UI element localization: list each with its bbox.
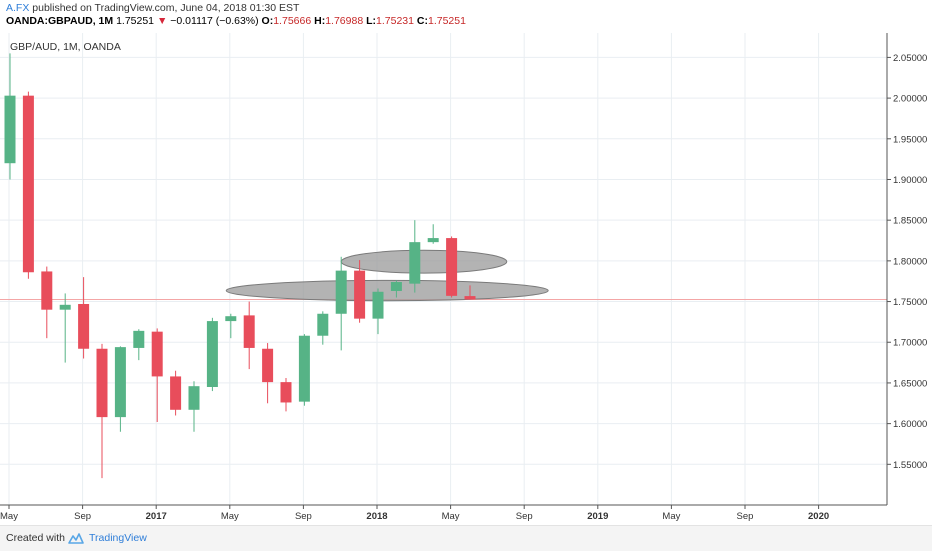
footer-bar: Created with TradingView: [0, 525, 932, 551]
x-tick-label: May: [442, 511, 460, 522]
publish-info: A.FX published on TradingView.com, June …: [6, 2, 299, 16]
y-tick-label: 1.75000: [893, 297, 927, 308]
axis-layer: 1.55000 1.60000 1.65000 1.70000 1.75000 1.800…: [0, 33, 927, 522]
x-tick-label: 2017: [146, 511, 167, 522]
candle-body: [372, 291, 384, 319]
y-tick-label: 1.90000: [893, 175, 927, 186]
close-value: 1.75251: [428, 15, 466, 27]
chart-frame[interactable]: 1.55000 1.60000 1.65000 1.70000 1.75000 1.800…: [0, 33, 932, 525]
y-tick-label: 2.00000: [893, 94, 927, 105]
candle-body: [280, 382, 292, 403]
candle-body: [78, 303, 90, 349]
price-change: −0.01117 (−0.63%): [170, 15, 259, 27]
high-label: H:: [314, 15, 326, 27]
candle-body: [225, 316, 237, 322]
annotation-layer[interactable]: [225, 249, 549, 302]
candle-body: [114, 347, 126, 418]
candle-body: [41, 271, 53, 310]
candle-body: [262, 348, 274, 383]
candle-body: [4, 95, 16, 164]
low-value: 1.75231: [376, 15, 414, 27]
candle-body: [59, 304, 71, 310]
x-tick-label: 2018: [366, 511, 387, 522]
x-tick-label: 2019: [587, 511, 608, 522]
y-tick-label: 1.70000: [893, 338, 927, 349]
x-tick-label: May: [662, 511, 680, 522]
x-tick-label: Sep: [295, 511, 312, 522]
candle-body: [133, 330, 145, 348]
candle-layer: [4, 53, 476, 479]
low-label: L:: [366, 15, 377, 27]
open-value: 1.75666: [273, 15, 312, 27]
candle-body: [22, 95, 34, 273]
candle-body: [335, 270, 347, 314]
candle-body: [427, 238, 439, 243]
y-tick-label: 1.80000: [893, 256, 927, 267]
y-tick-label: 1.85000: [893, 216, 927, 227]
symbol-name: OANDA:GBPAUD, 1M: [6, 15, 114, 27]
x-tick-label: Sep: [516, 511, 533, 522]
y-tick-label: 1.60000: [893, 419, 927, 430]
candle-body: [354, 270, 366, 319]
y-tick-label: 2.05000: [893, 53, 927, 64]
x-tick-label: May: [0, 511, 18, 522]
candle-body: [317, 313, 329, 336]
candle-body: [188, 386, 200, 410]
x-tick-label: Sep: [737, 511, 754, 522]
y-tick-label: 1.95000: [893, 134, 927, 145]
open-label: O:: [261, 15, 274, 27]
tradingview-brand-link[interactable]: TradingView: [89, 532, 147, 544]
candle-body: [409, 242, 421, 284]
published-text: published on TradingView.com, June 04, 2…: [32, 2, 300, 14]
candlestick-chart[interactable]: 1.55000 1.60000 1.65000 1.70000 1.75000 1.800…: [0, 33, 932, 525]
candle-body: [170, 376, 182, 410]
x-tick-label: Sep: [74, 511, 91, 522]
ellipse-annotation[interactable]: [340, 249, 508, 274]
symbol-info-line: OANDA:GBPAUD, 1M 1.75251 ▼ −0.01117 (−0.…: [6, 15, 466, 29]
candle-body: [151, 331, 163, 377]
change-arrow-icon: ▼: [156, 15, 168, 27]
tradingview-cloud-icon[interactable]: [67, 531, 85, 545]
candle-body: [464, 296, 476, 300]
chart-title: GBP/AUD, 1M, OANDA: [10, 41, 121, 53]
candle-body: [446, 238, 458, 296]
y-tick-label: 1.65000: [893, 378, 927, 389]
x-tick-label: 2020: [808, 511, 829, 522]
candle-body: [96, 348, 108, 418]
candle-body: [206, 321, 218, 387]
y-tick-label: 1.55000: [893, 460, 927, 471]
last-price: 1.75251: [116, 15, 155, 27]
close-label: C:: [416, 15, 428, 27]
ellipse-annotation[interactable]: [225, 279, 549, 302]
candle-body: [390, 282, 402, 291]
x-tick-label: May: [221, 511, 239, 522]
candle-body: [298, 335, 310, 402]
author-link[interactable]: A.FX: [6, 2, 30, 14]
high-value: 1.76988: [325, 15, 364, 27]
candle-body: [243, 315, 255, 348]
created-with-text: Created with: [6, 532, 65, 544]
